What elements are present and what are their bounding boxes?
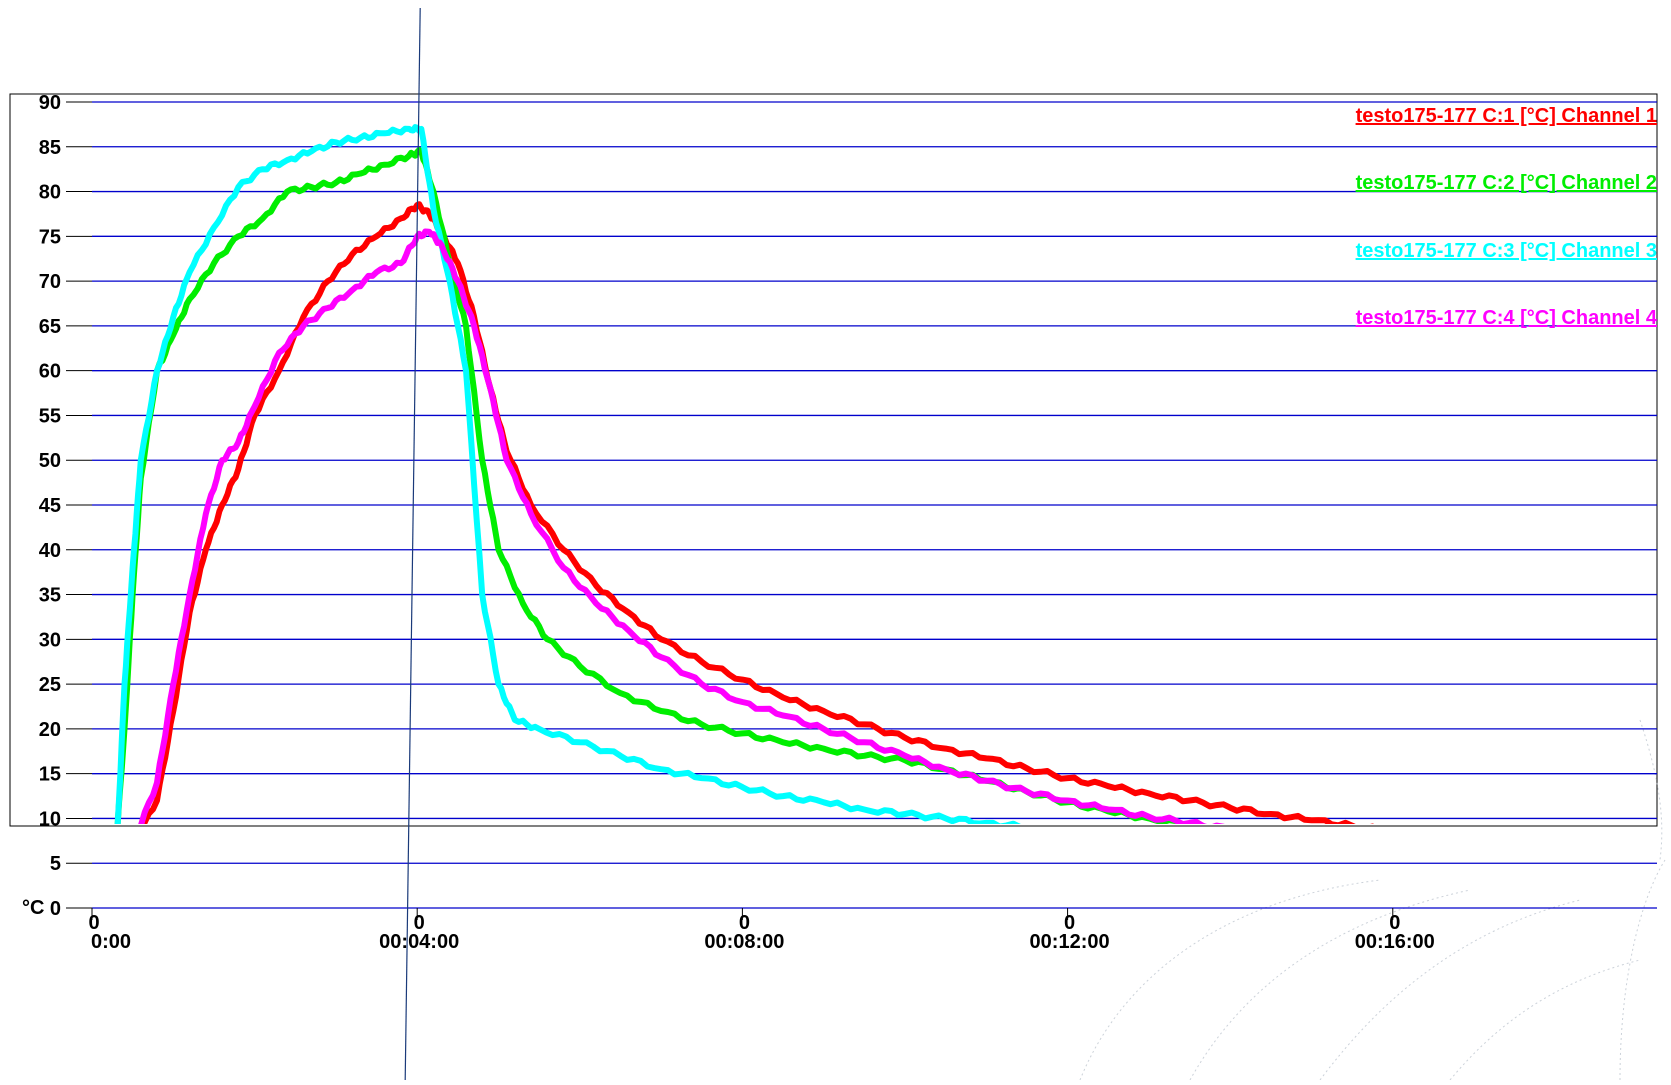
grid-lines — [92, 101, 1657, 909]
watermark-swirl — [1079, 719, 1666, 1081]
legend: testo175-177 C:1 [°C] Channel 1 testo175-… — [1356, 105, 1658, 329]
y-tick-label-40: 40 — [39, 540, 61, 562]
y-tick-label-70: 70 — [39, 271, 61, 293]
y-tick-label-55: 55 — [39, 405, 61, 427]
y-tick-label-65: 65 — [39, 316, 61, 338]
y-tick-label-15: 15 — [39, 764, 61, 786]
y-tick-label-90: 90 — [39, 92, 61, 114]
series-line-channel-2 — [114, 147, 1224, 824]
y-tick-label-5: 5 — [50, 853, 61, 875]
time-cursor-line[interactable] — [404, 7, 421, 1081]
x-tick-top-label-0: 0 — [88, 912, 99, 934]
y-tick-label-80: 80 — [39, 182, 61, 204]
x-tick-top-label-1: 0 — [414, 912, 425, 934]
y-axis-ticks: 0 5 10 15 20 25 30 35 40 45 50 55 60 65 70 75 80 85 90 — [39, 92, 92, 920]
legend-entry-channel-2: testo175-177 C:2 [°C] Channel 2 — [1356, 172, 1657, 194]
series-line-channel-3 — [114, 124, 1041, 824]
x-tick-bottom-label-4: 00:16:00 — [1355, 931, 1435, 953]
x-tick-bottom-label-0: 0:00 — [91, 931, 131, 953]
y-tick-label-85: 85 — [39, 137, 61, 159]
y-tick-label-35: 35 — [39, 585, 61, 607]
x-tick-top-label-4: 0 — [1389, 912, 1400, 934]
series-line-channel-1 — [140, 201, 1375, 824]
y-tick-label-50: 50 — [39, 450, 61, 472]
y-tick-label-10: 10 — [39, 808, 61, 830]
legend-entry-channel-1: testo175-177 C:1 [°C] Channel 1 — [1356, 105, 1657, 127]
y-tick-label-75: 75 — [39, 226, 61, 248]
x-tick-top-label-2: 0 — [739, 912, 750, 934]
legend-entry-channel-4: testo175-177 C:4 [°C] Channel 4 — [1356, 307, 1658, 329]
y-tick-label-0: 0 — [50, 898, 61, 920]
x-axis-ticks: 00:00000:04:00000:08:00000:12:00000:16:0… — [88, 908, 1435, 953]
y-tick-label-25: 25 — [39, 674, 61, 696]
series-line-channel-4 — [138, 228, 1225, 824]
y-tick-label-45: 45 — [39, 495, 61, 517]
x-tick-bottom-label-1: 00:04:00 — [379, 931, 459, 953]
y-tick-label-20: 20 — [39, 719, 61, 741]
y-tick-label-30: 30 — [39, 629, 61, 651]
x-tick-bottom-label-3: 00:12:00 — [1030, 931, 1110, 953]
series-lines — [114, 124, 1375, 824]
y-axis-label: °C — [22, 897, 44, 919]
x-tick-bottom-label-2: 00:08:00 — [704, 931, 784, 953]
legend-entry-channel-3: testo175-177 C:3 [°C] Channel 3 — [1356, 240, 1657, 262]
x-tick-top-label-3: 0 — [1064, 912, 1075, 934]
y-tick-label-60: 60 — [39, 361, 61, 383]
